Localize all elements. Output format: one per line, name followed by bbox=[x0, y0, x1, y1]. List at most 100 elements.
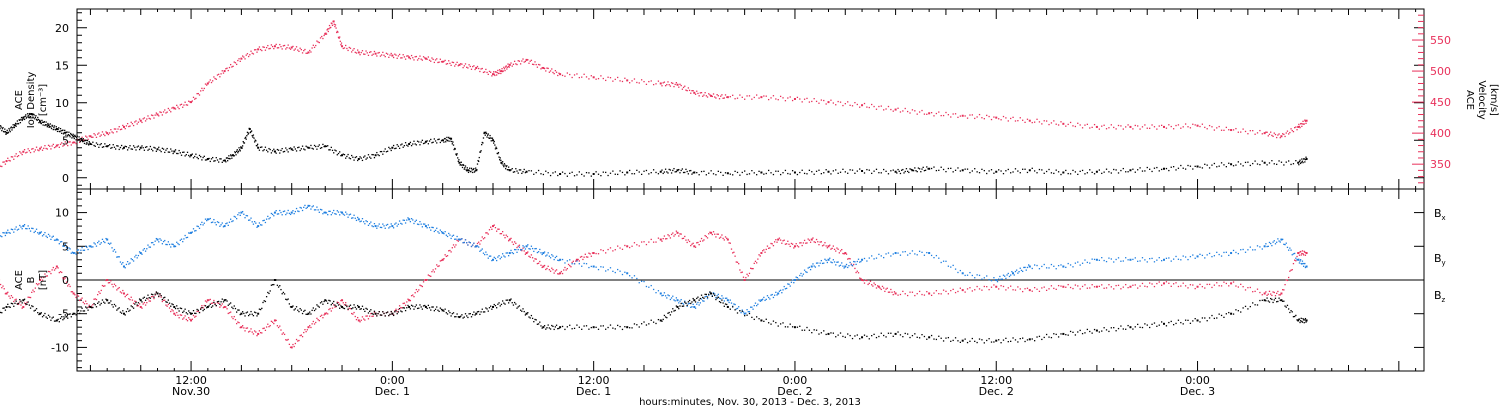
density-trace-point bbox=[389, 148, 390, 149]
bz-trace-point bbox=[933, 292, 934, 293]
by-trace-point bbox=[119, 256, 120, 257]
bz-trace-point bbox=[1115, 285, 1116, 286]
density-trace-point bbox=[550, 175, 551, 176]
velocity-point bbox=[274, 45, 276, 47]
density-trace-point bbox=[376, 152, 377, 153]
velocity-trace-point bbox=[883, 109, 884, 110]
bz-trace-point bbox=[184, 315, 185, 316]
by-trace-point bbox=[1068, 263, 1069, 264]
density-trace-point bbox=[427, 140, 428, 141]
density-trace-point bbox=[407, 145, 408, 146]
velocity-trace-point bbox=[149, 118, 150, 119]
by-trace-point bbox=[822, 263, 823, 264]
by-trace-point bbox=[564, 262, 565, 263]
velocity-trace-point bbox=[631, 80, 632, 81]
velocity-point bbox=[1129, 126, 1131, 128]
bz-trace-point bbox=[732, 252, 733, 253]
bz-trace-point bbox=[1278, 294, 1279, 295]
bz-trace-point bbox=[429, 275, 430, 276]
by-trace-point bbox=[756, 305, 757, 306]
bz-trace-point bbox=[495, 227, 496, 228]
bz-trace-point bbox=[889, 291, 890, 292]
by-trace-point bbox=[116, 256, 117, 257]
bz-trace-point bbox=[68, 284, 69, 285]
velocity-trace-point bbox=[842, 105, 843, 106]
bx-trace-point bbox=[355, 307, 356, 308]
velocity-trace-point bbox=[429, 60, 430, 61]
by-trace-point bbox=[676, 297, 677, 298]
density-trace-point bbox=[458, 159, 459, 160]
velocity-trace-point bbox=[456, 62, 457, 63]
bx-trace-point bbox=[496, 307, 497, 308]
density-trace-point bbox=[194, 156, 195, 157]
velocity-trace-point bbox=[216, 79, 217, 80]
bz-trace-point bbox=[622, 249, 623, 250]
velocity-trace-point bbox=[719, 98, 720, 99]
by-trace-point bbox=[1084, 259, 1085, 260]
velocity-point bbox=[123, 126, 125, 128]
density-trace-point bbox=[913, 170, 914, 171]
bz-trace-point bbox=[719, 238, 720, 239]
by-trace-point bbox=[1292, 254, 1293, 255]
velocity-trace-point bbox=[110, 129, 111, 130]
velocity-trace-point bbox=[1247, 133, 1248, 134]
velocity-trace-point bbox=[716, 94, 717, 95]
by-trace-point bbox=[1005, 278, 1006, 279]
bz-trace-point bbox=[858, 272, 859, 273]
bx-trace-point bbox=[282, 293, 283, 294]
bx-trace-point bbox=[198, 310, 199, 311]
velocity-trace-point bbox=[192, 100, 193, 101]
velocity-trace-point bbox=[446, 63, 447, 64]
density-trace-point bbox=[1137, 169, 1138, 170]
by-trace-point bbox=[416, 220, 417, 221]
density-trace-point bbox=[1020, 172, 1021, 173]
bx-trace-point bbox=[97, 303, 98, 304]
density-point bbox=[1129, 169, 1131, 171]
by-trace-point bbox=[1166, 258, 1167, 259]
density-trace-point bbox=[501, 163, 502, 164]
density-trace-point bbox=[11, 126, 12, 127]
velocity-trace-point bbox=[552, 72, 553, 73]
velocity-trace-point bbox=[704, 92, 705, 93]
density-trace-point bbox=[696, 172, 697, 173]
by-trace-point bbox=[371, 225, 372, 226]
by-trace-point bbox=[194, 230, 195, 231]
bz-trace-point bbox=[867, 284, 868, 285]
by-trace-point bbox=[740, 312, 741, 313]
density-trace-point bbox=[919, 168, 920, 169]
density-trace-point bbox=[871, 173, 872, 174]
bz-trace-point bbox=[326, 312, 327, 313]
by-trace-point bbox=[1058, 265, 1059, 266]
bz-trace-point bbox=[116, 289, 117, 290]
bz-trace-point bbox=[404, 303, 405, 304]
density-trace-point bbox=[240, 150, 241, 151]
bz-point bbox=[1129, 286, 1131, 288]
bz-trace-point bbox=[1180, 285, 1181, 286]
by-trace-point bbox=[770, 295, 771, 296]
bx-trace-point bbox=[347, 309, 348, 310]
by-trace-point bbox=[47, 237, 48, 238]
bx-trace-point bbox=[50, 320, 51, 321]
velocity-trace-point bbox=[532, 64, 533, 65]
velocity-trace-point bbox=[388, 57, 389, 58]
bz-trace-point bbox=[1233, 281, 1234, 282]
by-trace-point bbox=[44, 232, 45, 233]
by-trace-point bbox=[581, 266, 582, 267]
velocity-trace-point bbox=[1278, 133, 1279, 134]
bz-trace-point bbox=[81, 298, 82, 299]
velocity-trace-point bbox=[936, 113, 937, 114]
bz-trace-point bbox=[690, 245, 691, 246]
bz-trace-point bbox=[600, 249, 601, 250]
bz-trace-point bbox=[762, 250, 763, 251]
velocity-trace-point bbox=[1262, 133, 1263, 134]
bz-trace-point bbox=[1092, 284, 1093, 285]
bz-trace-point bbox=[427, 279, 428, 280]
bz-trace-point bbox=[117, 288, 118, 289]
by-trace-point bbox=[266, 219, 267, 220]
bx-point bbox=[408, 306, 410, 308]
bx-point bbox=[106, 299, 108, 301]
bz-trace-point bbox=[161, 296, 162, 297]
by-trace-point bbox=[193, 228, 194, 229]
velocity-trace-point bbox=[785, 100, 786, 101]
velocity-trace-point bbox=[178, 108, 179, 109]
